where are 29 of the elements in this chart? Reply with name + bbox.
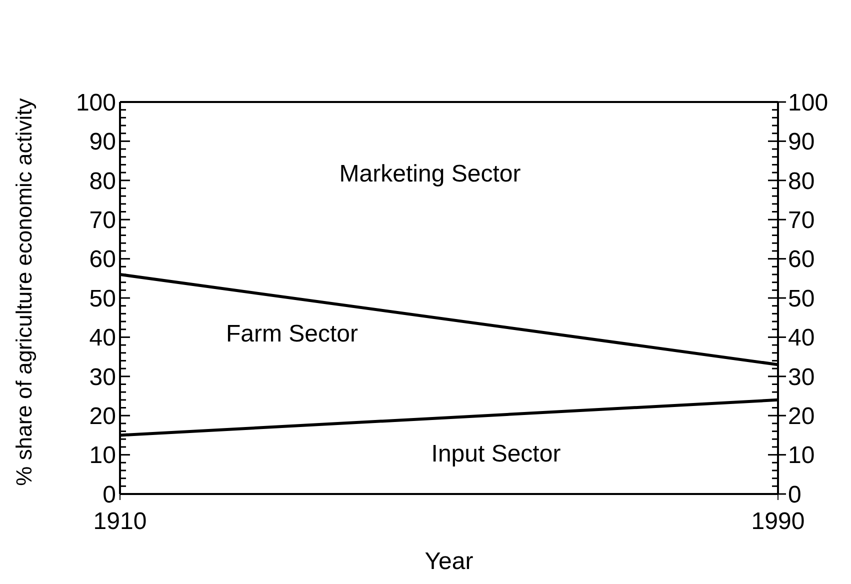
- y2-tick-label: 10: [788, 442, 815, 470]
- y2-tick-label: 70: [788, 207, 815, 234]
- y-tick-label: 90: [89, 128, 116, 156]
- y-tick-label: 30: [89, 364, 116, 391]
- y-tick-label: 80: [89, 168, 116, 195]
- y-tick-label: 70: [89, 207, 116, 234]
- annotation: Marketing Sector: [339, 160, 521, 188]
- annotation: Farm Sector: [226, 320, 358, 348]
- x-tick-label: 1990: [751, 508, 805, 536]
- y2-tick-label: 100: [788, 89, 828, 116]
- y-tick-label: 20: [89, 403, 116, 430]
- y-axis-title: % share of agriculture economic activity: [12, 98, 37, 486]
- y2-tick-label: 60: [788, 246, 815, 274]
- y-tick-label: 50: [89, 285, 116, 312]
- y-tick-label: 60: [89, 246, 116, 274]
- y2-tick-label: 0: [788, 481, 802, 508]
- y2-tick-label: 40: [788, 324, 815, 352]
- y2-tick-label: 90: [788, 128, 815, 156]
- y-tick-label: 40: [89, 324, 116, 352]
- y-tick-label: 0: [102, 481, 116, 508]
- annotation: Input Sector: [431, 440, 561, 468]
- y2-tick-label: 20: [788, 403, 815, 430]
- y-tick-label: 10: [89, 442, 116, 470]
- x-tick-label: 1910: [93, 508, 147, 536]
- y-tick-label: 100: [76, 89, 116, 116]
- y2-tick-label: 80: [788, 168, 815, 195]
- y2-tick-label: 30: [788, 364, 815, 391]
- y2-tick-label: 50: [788, 285, 815, 312]
- x-axis-title: Year: [424, 548, 474, 576]
